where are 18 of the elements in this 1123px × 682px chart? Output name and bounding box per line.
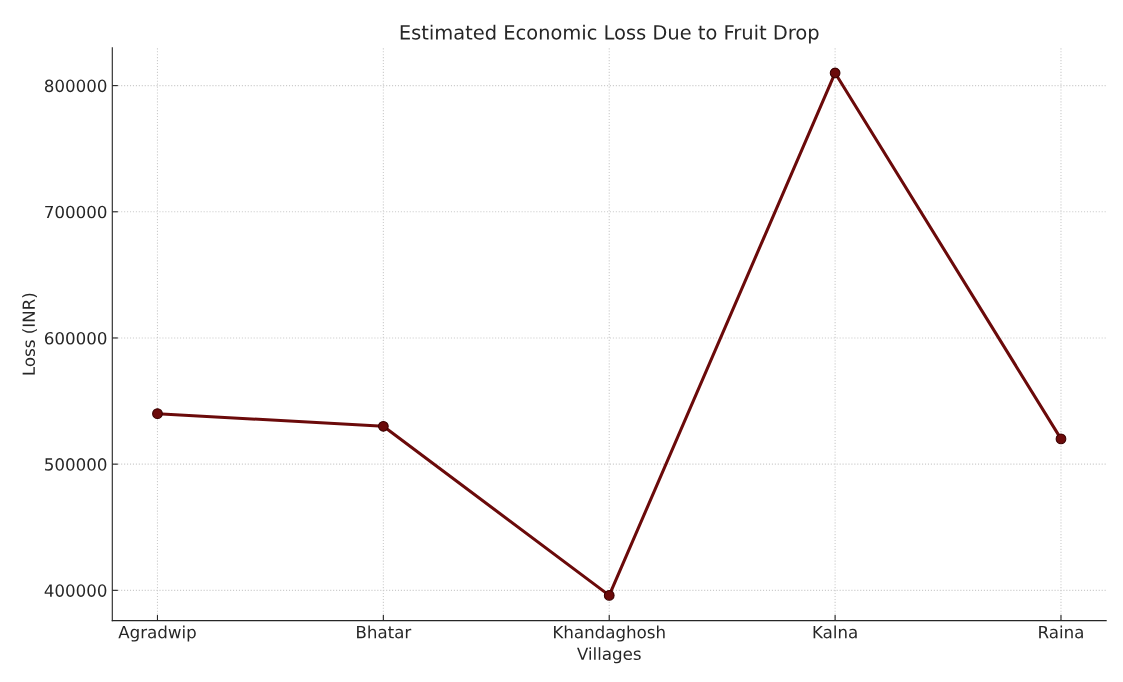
point	[1055, 433, 1067, 445]
x-tick-label: Bhatar	[357, 625, 412, 639]
y-tick-label: 400000	[44, 584, 107, 597]
x-axis-title: Villages	[577, 647, 641, 664]
x-tick-label: Agradwip	[118, 625, 196, 642]
x-tick-label: Kalna	[813, 625, 857, 639]
y-axis-title: Loss (INR)	[22, 293, 37, 375]
y-tick-label: 500000	[45, 458, 107, 471]
y-tick-label: 800000	[44, 79, 107, 93]
point	[603, 590, 615, 601]
point	[829, 67, 841, 79]
chart-title: Estimated Economic Loss Due to Fruit Drop	[400, 24, 819, 44]
x-tick-label: Raina	[1039, 625, 1083, 639]
point	[152, 408, 163, 420]
point	[377, 420, 389, 432]
y-tick-label: 700000	[45, 205, 107, 219]
x-tick-label: Khandaghosh	[554, 625, 665, 642]
y-tick-label: 600000	[44, 331, 107, 345]
